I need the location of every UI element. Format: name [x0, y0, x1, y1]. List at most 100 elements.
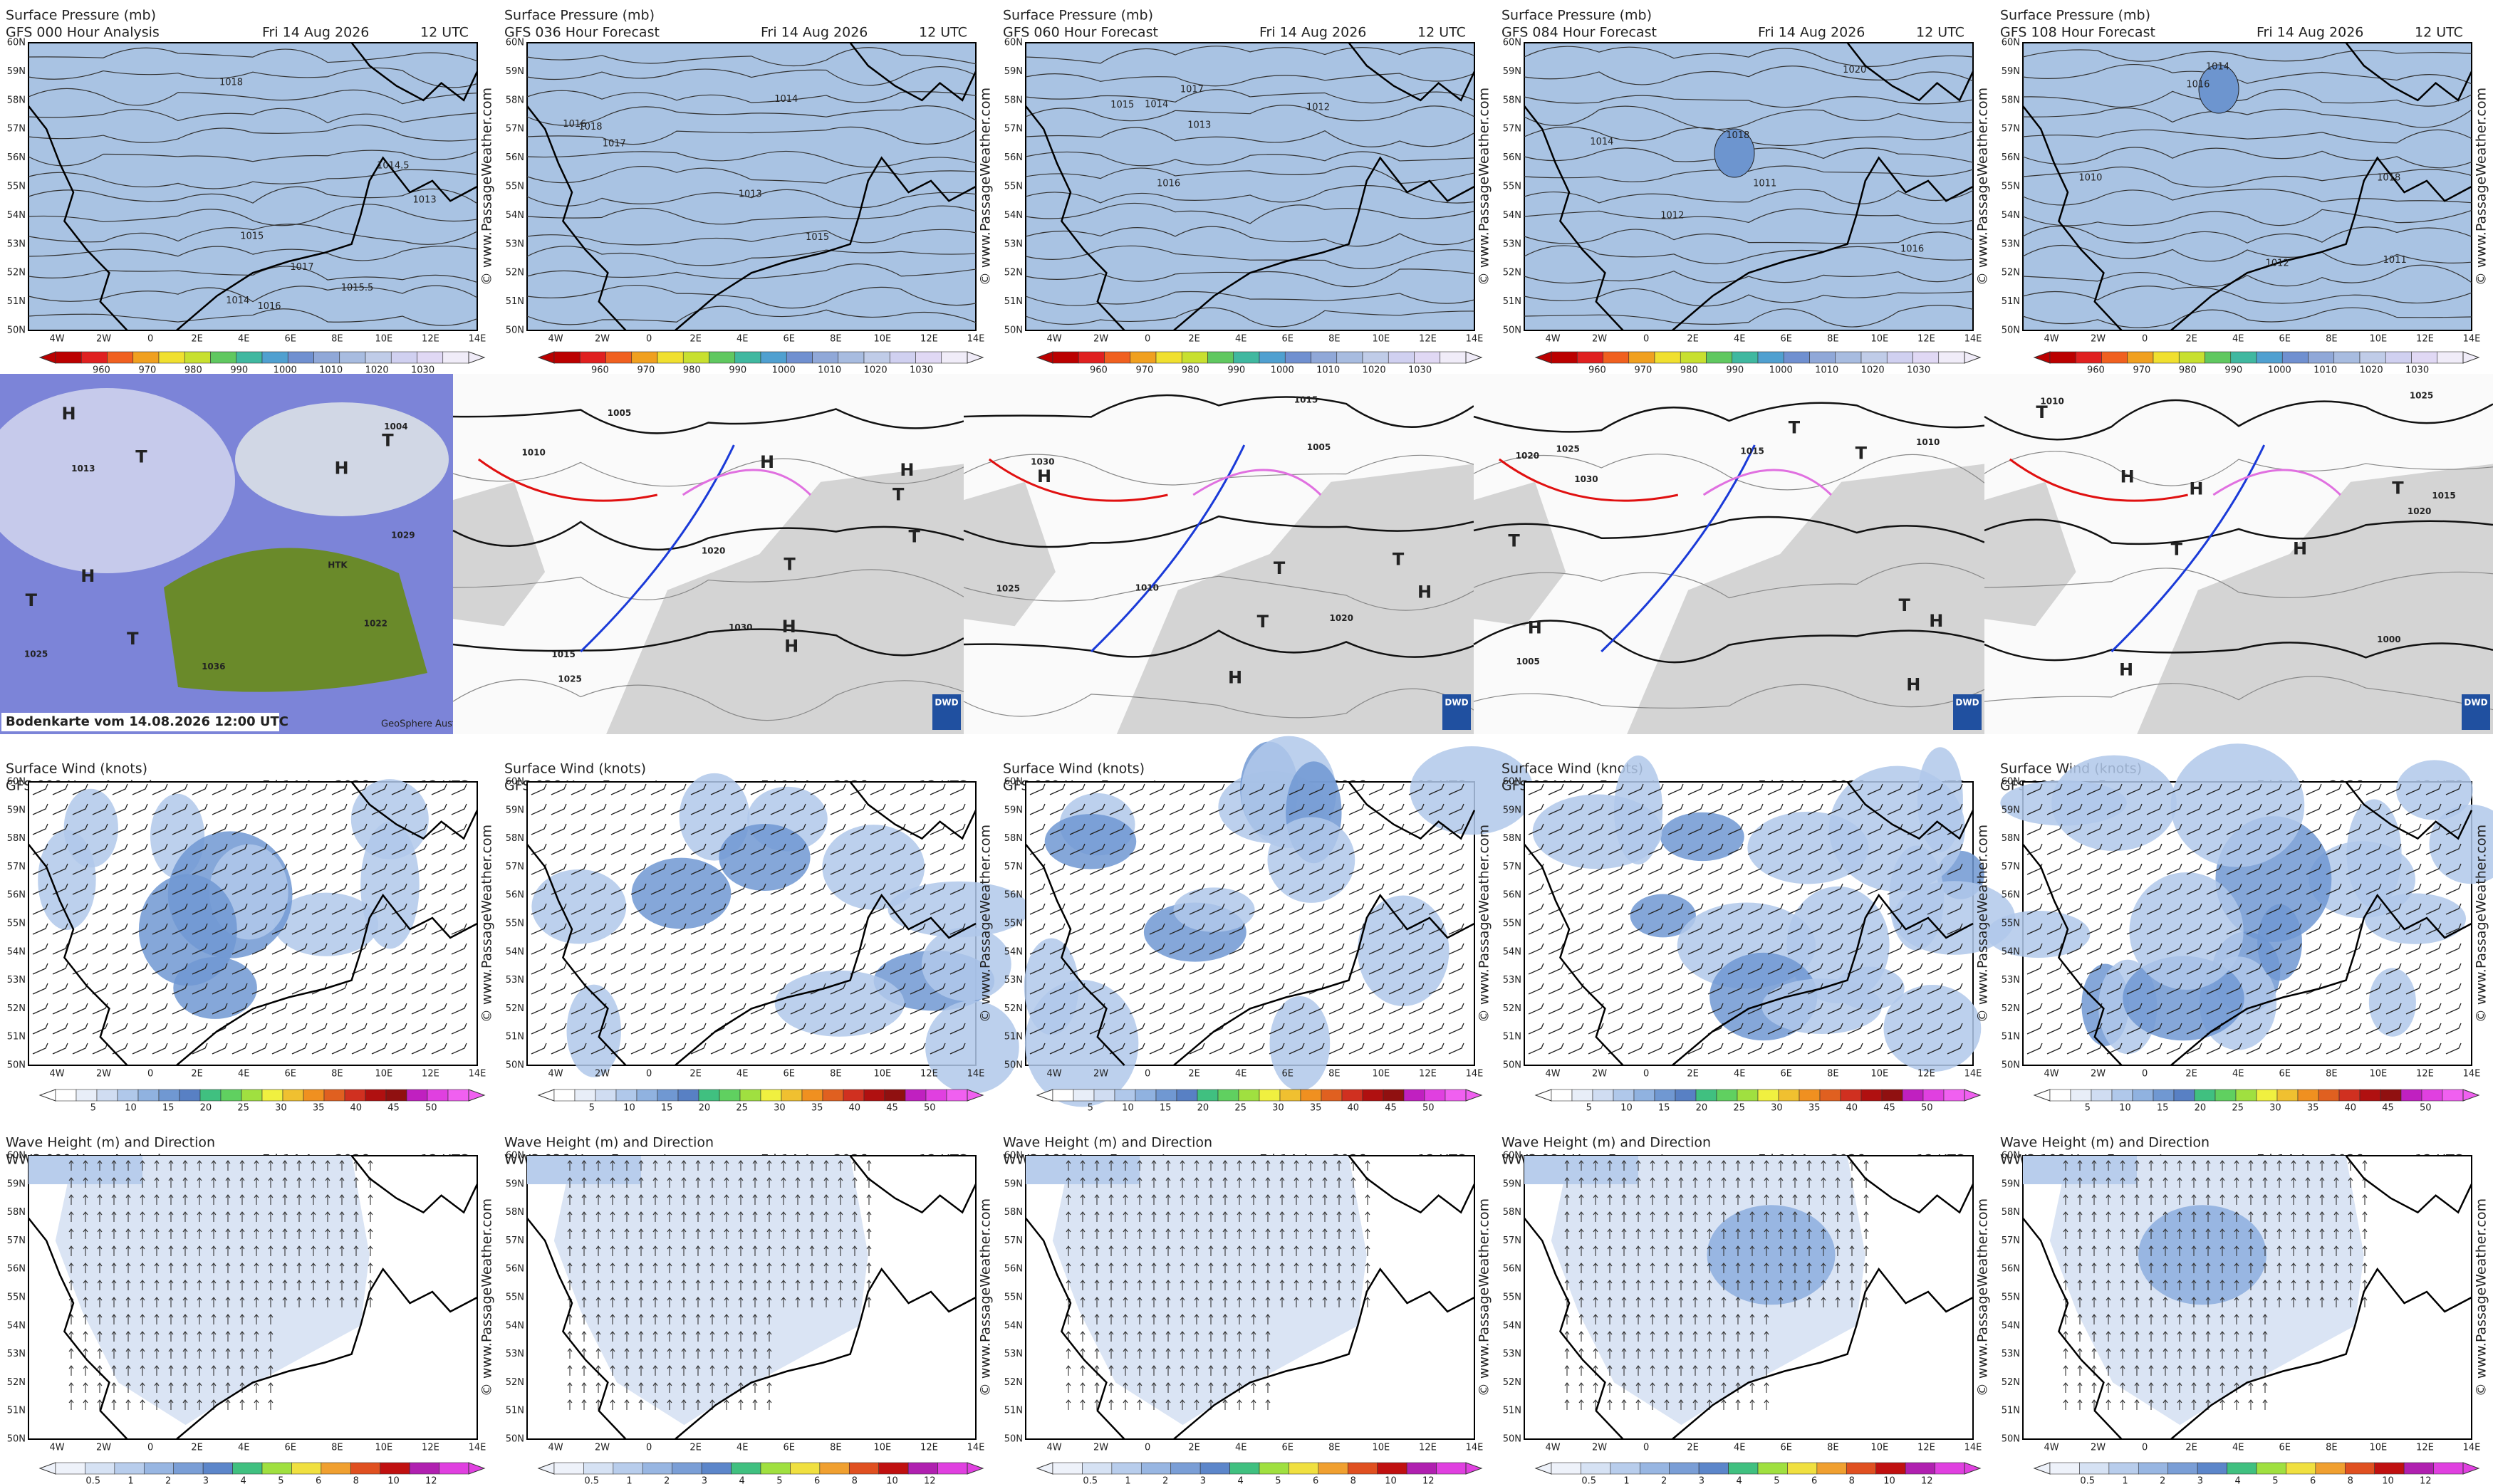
latitude-label: 53N	[1004, 1349, 1023, 1359]
wind-barb	[172, 923, 188, 935]
wind-barb	[1608, 943, 1624, 955]
wave-arrow	[1165, 1177, 1171, 1188]
colorbar-segment	[2380, 1089, 2402, 1102]
wave-arrow	[738, 1194, 744, 1205]
wave-arrow	[325, 1211, 331, 1222]
cold-front	[580, 444, 735, 653]
wave-arrow	[1849, 1245, 1855, 1256]
wind-barb	[172, 1003, 188, 1015]
colorbar-label: 0.5	[584, 1476, 599, 1484]
colorbar-segment	[1336, 351, 1363, 364]
wind-barb	[152, 1003, 168, 1015]
wave-arrow	[1294, 1297, 1299, 1307]
wave-arrow	[1849, 1297, 1855, 1307]
wave-arrow	[624, 1365, 630, 1376]
wind-barb	[1448, 803, 1464, 815]
wind-barb	[710, 883, 727, 895]
wind-barb	[2166, 1043, 2182, 1055]
wind-barb	[1149, 803, 1165, 815]
wave-arrow	[2262, 1263, 2268, 1273]
latitude-label: 53N	[506, 975, 524, 986]
wave-arrow	[1080, 1365, 1086, 1376]
latitude-label: 54N	[7, 946, 26, 957]
wave-arrow	[1108, 1263, 1114, 1273]
wave-arrow	[823, 1297, 829, 1307]
wind-barb	[291, 963, 308, 975]
wave-arrow	[83, 1228, 88, 1239]
valid-date: Fri 14 Aug 2026	[761, 25, 868, 41]
wind-barb	[830, 923, 846, 935]
wave-arrow	[68, 1177, 74, 1188]
wave-arrow	[2077, 1365, 2083, 1376]
wind-barb	[1308, 1003, 1325, 1015]
map-area	[1524, 42, 1974, 331]
wind-barb	[2445, 843, 2462, 855]
wind-barb	[610, 803, 627, 815]
wind-barb	[2226, 823, 2242, 835]
wind-barb	[1528, 883, 1544, 895]
wave-arrow	[239, 1382, 245, 1393]
colorbar-segment	[1135, 1089, 1157, 1102]
wave-arrow	[239, 1331, 245, 1342]
longitude-label: 4E	[238, 334, 250, 345]
wave-arrow	[2177, 1177, 2182, 1188]
wind-barb	[1927, 963, 1943, 975]
logo: DWD	[1445, 698, 1468, 708]
latitude-label: 58N	[2002, 95, 2020, 105]
wave-arrow	[1108, 1348, 1114, 1359]
wave-arrow	[1066, 1399, 1071, 1410]
wave-arrow	[140, 1348, 145, 1359]
wave-arrow	[353, 1263, 359, 1273]
wind-barb	[2066, 1043, 2083, 1055]
wave-arrow	[1208, 1211, 1214, 1222]
latitude-label: 52N	[1503, 1377, 1521, 1388]
watermark: © www.PassageWeather.com	[1975, 88, 1991, 286]
wind-barb	[2385, 863, 2402, 875]
wind-barb	[1887, 943, 1903, 955]
wave-arrow	[1792, 1160, 1798, 1171]
wave-arrow	[752, 1382, 758, 1393]
longitude-label: 14E	[469, 1443, 486, 1453]
colorbar-segment	[442, 351, 469, 364]
wave-arrow	[581, 1228, 587, 1239]
wind-barb	[1308, 883, 1325, 895]
wave-arrow	[2091, 1280, 2097, 1290]
longitude-label: 12E	[1917, 1069, 1935, 1080]
wind-barb	[1209, 803, 1225, 815]
colorbar-label: 970	[138, 365, 156, 376]
wave-arrow	[1593, 1297, 1598, 1307]
wind-barb	[291, 863, 308, 875]
latitude-label: 52N	[2002, 1003, 2020, 1014]
isobar	[526, 90, 977, 103]
wind-barb	[2246, 823, 2262, 835]
wind-barb	[2026, 863, 2043, 875]
wind-barb	[212, 1043, 228, 1055]
isobar	[28, 150, 478, 167]
wave-arrow	[2319, 1263, 2325, 1273]
wind-barb	[331, 863, 348, 875]
wind-barb	[2306, 943, 2322, 955]
wave-arrow	[1749, 1245, 1755, 1256]
wave-arrow	[581, 1297, 587, 1307]
wind-barb	[710, 863, 727, 875]
wave-arrow	[1251, 1314, 1256, 1324]
colorbar-label: 970	[1135, 365, 1153, 376]
colorbar-segment	[1311, 351, 1338, 364]
wave-arrow	[1749, 1280, 1755, 1290]
wave-arrow	[2162, 1382, 2168, 1393]
wind-barb	[610, 1003, 627, 1015]
wind-barb	[2445, 1023, 2462, 1035]
colorbar-end	[1465, 351, 1483, 364]
wave-arrow	[353, 1177, 359, 1188]
wind-barb	[2206, 803, 2222, 815]
wind-barb	[1269, 983, 1285, 995]
longitude-label: 2E	[689, 1443, 702, 1453]
wind-barb	[152, 863, 168, 875]
wind-barb	[1667, 943, 1684, 955]
wave-arrow	[1635, 1211, 1641, 1222]
wave-arrow	[1650, 1348, 1655, 1359]
wave-arrow	[168, 1160, 174, 1171]
colorbar-label: 6	[2310, 1476, 2316, 1484]
colorbar-segment	[1093, 1089, 1115, 1102]
